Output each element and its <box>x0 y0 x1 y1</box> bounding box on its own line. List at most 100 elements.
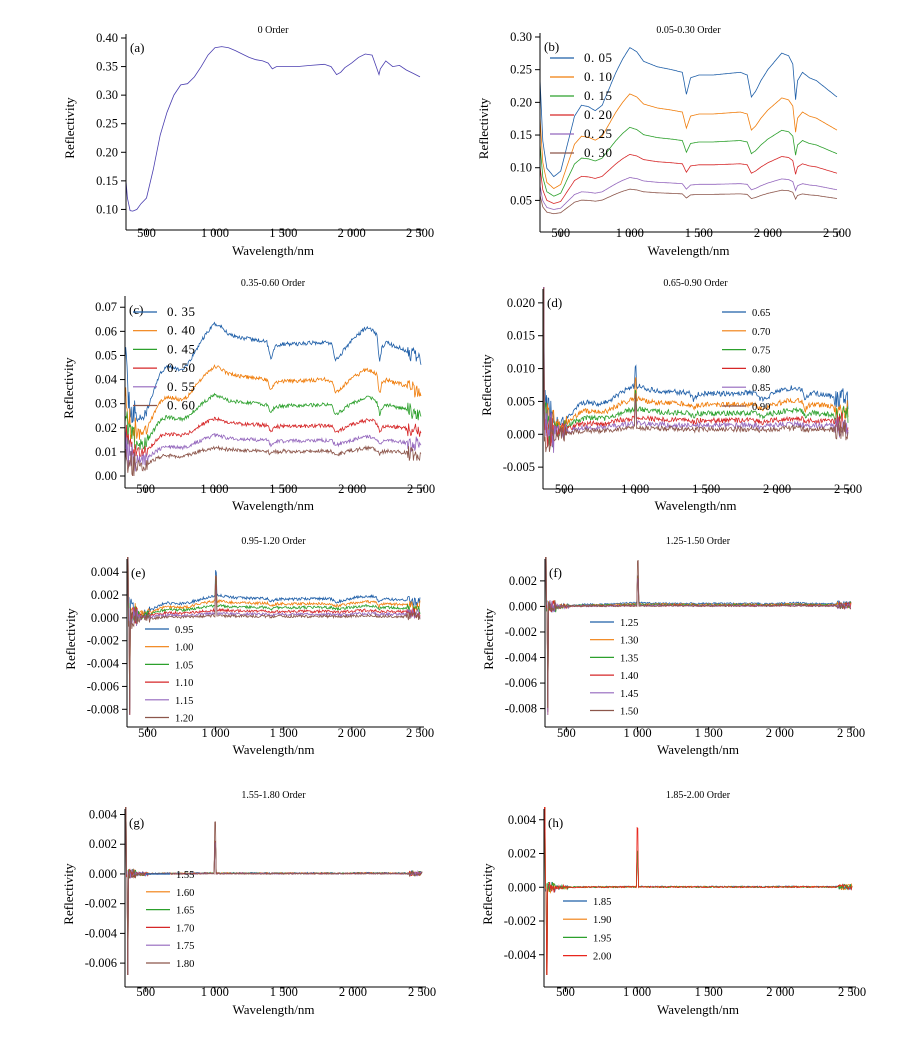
series-line <box>543 287 849 448</box>
series-line <box>540 188 838 215</box>
x-tick-label: 2 500 <box>407 482 435 496</box>
x-tick-label: 2 500 <box>838 985 866 999</box>
x-tick-label: 2 000 <box>338 726 366 740</box>
legend-label: 1.60 <box>176 888 194 899</box>
panel-label: (a) <box>130 40 144 55</box>
y-tick-label: -0.002 <box>505 625 537 639</box>
y-axis-label: Reflectivity <box>479 354 494 416</box>
x-tick-label: 1 000 <box>623 985 651 999</box>
x-tick-label: 500 <box>555 482 574 496</box>
series-group <box>127 557 421 715</box>
x-tick-label: 2 500 <box>834 482 862 496</box>
series-line <box>543 288 849 453</box>
x-tick-label: 1 500 <box>695 726 723 740</box>
y-axis-label: Reflectivity <box>61 863 76 925</box>
legend-label: 1.10 <box>175 678 193 689</box>
x-tick-label: 1 000 <box>201 985 229 999</box>
legend-label: 0.70 <box>752 327 770 338</box>
legend-label: 0. 25 <box>584 126 613 141</box>
series-line <box>125 807 423 975</box>
x-tick-label: 500 <box>551 226 570 240</box>
series-group <box>544 807 853 975</box>
legend-label: 0. 45 <box>167 341 196 356</box>
legend-label: 0. 15 <box>584 88 613 103</box>
chart-panel-c: 0.35-0.60 Order 0.00 0.01 0.02 0.03 0.04 0.05 0… <box>61 278 435 513</box>
legend-label: 0. 05 <box>584 50 613 65</box>
series-group <box>126 46 421 212</box>
x-tick-label: 1 000 <box>200 482 228 496</box>
x-axis-label: Wavelength/nm <box>232 498 314 513</box>
y-tick-label: -0.006 <box>87 679 119 693</box>
x-axis-label: Wavelength/nm <box>655 498 737 513</box>
legend-label: 1.75 <box>176 941 194 952</box>
legend-label: 0. 55 <box>167 379 196 394</box>
series-line <box>127 557 421 715</box>
chart-panel-a: 0 Order 0.10 0.15 0.20 0.25 0.30 0.35 0.40 500 1 … <box>62 25 434 258</box>
y-tick-label: -0.002 <box>504 914 536 928</box>
series-line <box>545 557 852 713</box>
x-tick-label: 2 000 <box>754 226 782 240</box>
series-line <box>540 153 838 204</box>
y-tick-label: 0.004 <box>91 565 120 579</box>
x-tick-label: 2 000 <box>766 726 794 740</box>
y-tick-label: -0.006 <box>85 956 117 970</box>
y-tick-label: 0.20 <box>96 145 118 159</box>
legend-label: 0.85 <box>752 383 770 394</box>
series-line <box>127 557 421 713</box>
series-line <box>126 46 421 212</box>
y-tick-label: 0.03 <box>95 397 117 411</box>
series-line <box>127 557 421 715</box>
series-line <box>125 416 422 457</box>
legend-label: 1.65 <box>176 906 194 917</box>
series-line <box>540 47 838 178</box>
x-tick-label: 1 500 <box>692 482 720 496</box>
x-tick-label: 500 <box>136 985 155 999</box>
x-tick-label: 1 500 <box>269 482 297 496</box>
chart-title: 0.65-0.90 Order <box>663 278 728 289</box>
y-tick-label: -0.008 <box>505 702 537 716</box>
legend-label: 2.00 <box>593 952 611 963</box>
y-tick-label: 0.004 <box>508 813 537 827</box>
y-tick-label: 0.05 <box>95 348 117 362</box>
legend-label: 0. 10 <box>584 69 613 84</box>
legend-label: 0.65 <box>752 308 770 319</box>
panel-label: (f) <box>549 565 562 580</box>
y-tick-label: -0.008 <box>87 702 119 716</box>
y-axis-label: Reflectivity <box>61 357 76 419</box>
chart-title: 1.55-1.80 Order <box>241 790 306 801</box>
y-tick-label: -0.004 <box>87 657 120 671</box>
y-tick-label: 0.06 <box>95 324 117 338</box>
y-tick-label: 0.002 <box>509 574 537 588</box>
x-tick-label: 500 <box>136 482 155 496</box>
y-tick-label: 0.35 <box>96 60 118 74</box>
chart-panel-e: 0.95-1.20 Order -0.008 -0.006 -0.004 -0.002 0… <box>63 536 434 757</box>
panel-label: (g) <box>129 815 144 830</box>
legend-label: 1.70 <box>176 923 194 934</box>
x-tick-label: 1 500 <box>270 726 298 740</box>
y-tick-label: 0.015 <box>507 329 535 343</box>
x-tick-label: 2 500 <box>408 985 436 999</box>
y-tick-label: 0.000 <box>508 880 536 894</box>
y-tick-label: 0.07 <box>95 300 117 314</box>
x-tick-label: 500 <box>556 985 575 999</box>
legend-label: 1.45 <box>620 689 638 700</box>
y-tick-label: -0.004 <box>505 651 538 665</box>
x-tick-label: 2 000 <box>338 226 366 240</box>
y-tick-label: 0.25 <box>510 63 532 77</box>
series-line <box>545 557 851 708</box>
x-tick-label: 2 000 <box>339 985 367 999</box>
legend-label: 0. 35 <box>167 304 196 319</box>
legend-label: 0.90 <box>752 402 770 413</box>
series-line <box>125 432 422 472</box>
x-tick-label: 1 000 <box>202 726 230 740</box>
legend-label: 1.20 <box>175 714 193 725</box>
y-tick-label: 0.002 <box>508 847 536 861</box>
series-line <box>125 807 423 975</box>
y-tick-label: 0.004 <box>89 807 118 821</box>
x-axis-label: Wavelength/nm <box>657 1002 739 1017</box>
series-line <box>125 321 422 423</box>
legend-label: 1.35 <box>620 653 638 664</box>
y-tick-label: 0.002 <box>91 588 119 602</box>
x-tick-label: 1 500 <box>269 226 297 240</box>
series-line <box>125 392 422 451</box>
